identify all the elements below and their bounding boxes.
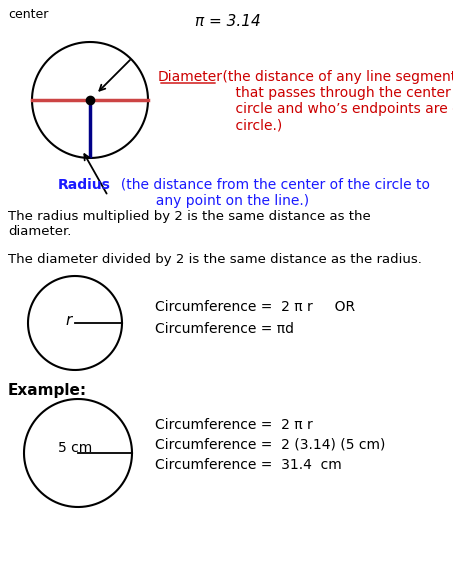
Text: Circumference =  2 (3.14) (5 cm): Circumference = 2 (3.14) (5 cm) xyxy=(155,438,386,452)
Text: The radius multiplied by 2 is the same distance as the
diameter.: The radius multiplied by 2 is the same d… xyxy=(8,210,371,238)
Text: Circumference =  2 π r: Circumference = 2 π r xyxy=(155,418,313,432)
Text: (the distance from the center of the circle to
          any point on the line.): (the distance from the center of the cir… xyxy=(112,178,430,208)
Text: 5 cm: 5 cm xyxy=(58,441,92,455)
Text: center: center xyxy=(8,8,48,21)
Text: Example:: Example: xyxy=(8,383,87,398)
Text: Circumference =  31.4  cm: Circumference = 31.4 cm xyxy=(155,458,342,472)
Text: The diameter divided by 2 is the same distance as the radius.: The diameter divided by 2 is the same di… xyxy=(8,253,422,266)
Text: r: r xyxy=(65,313,71,328)
Text: Circumference = πd: Circumference = πd xyxy=(155,322,294,336)
Text: (the distance of any line segment
    that passes through the center of the
    : (the distance of any line segment that p… xyxy=(218,70,453,133)
Text: Diameter: Diameter xyxy=(158,70,223,84)
Text: Radius: Radius xyxy=(58,178,111,192)
Text: π = 3.14: π = 3.14 xyxy=(195,14,261,29)
Text: Circumference =  2 π r     OR: Circumference = 2 π r OR xyxy=(155,300,355,314)
